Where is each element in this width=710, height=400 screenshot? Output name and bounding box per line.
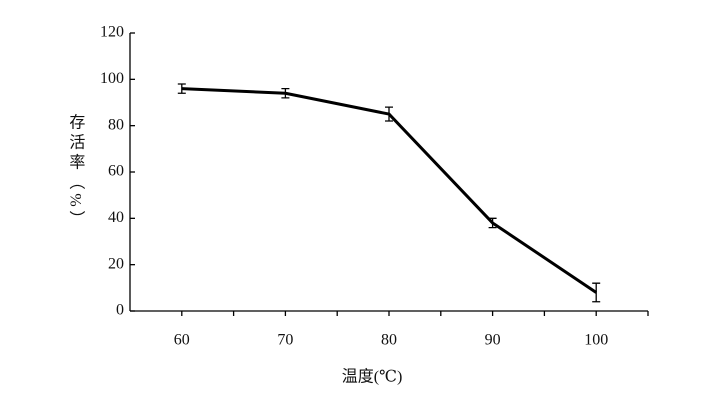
x-tick-label: 80 — [381, 332, 397, 349]
y-tick-label: 120 — [100, 24, 124, 41]
error-bar — [385, 106, 393, 122]
error-bar — [177, 83, 186, 94]
y-tick-label: 100 — [100, 70, 124, 87]
x-tick-label: 100 — [584, 332, 608, 349]
y-tick-label: 0 — [116, 302, 124, 319]
error-bar — [488, 217, 497, 229]
y-tick-label: 80 — [108, 116, 124, 133]
y-tick-label: 60 — [108, 163, 124, 180]
x-tick-label: 60 — [174, 332, 190, 349]
x-tick-label: 70 — [277, 332, 293, 349]
x-axis-label: 温度(℃) — [342, 368, 403, 386]
y-tick-label: 40 — [108, 209, 124, 226]
y-axis-label: 存活率（%） — [66, 113, 85, 230]
y-tick-label: 20 — [108, 255, 124, 272]
error-bar — [281, 87, 290, 99]
error-bar — [592, 282, 601, 303]
x-tick-label: 90 — [485, 332, 501, 349]
